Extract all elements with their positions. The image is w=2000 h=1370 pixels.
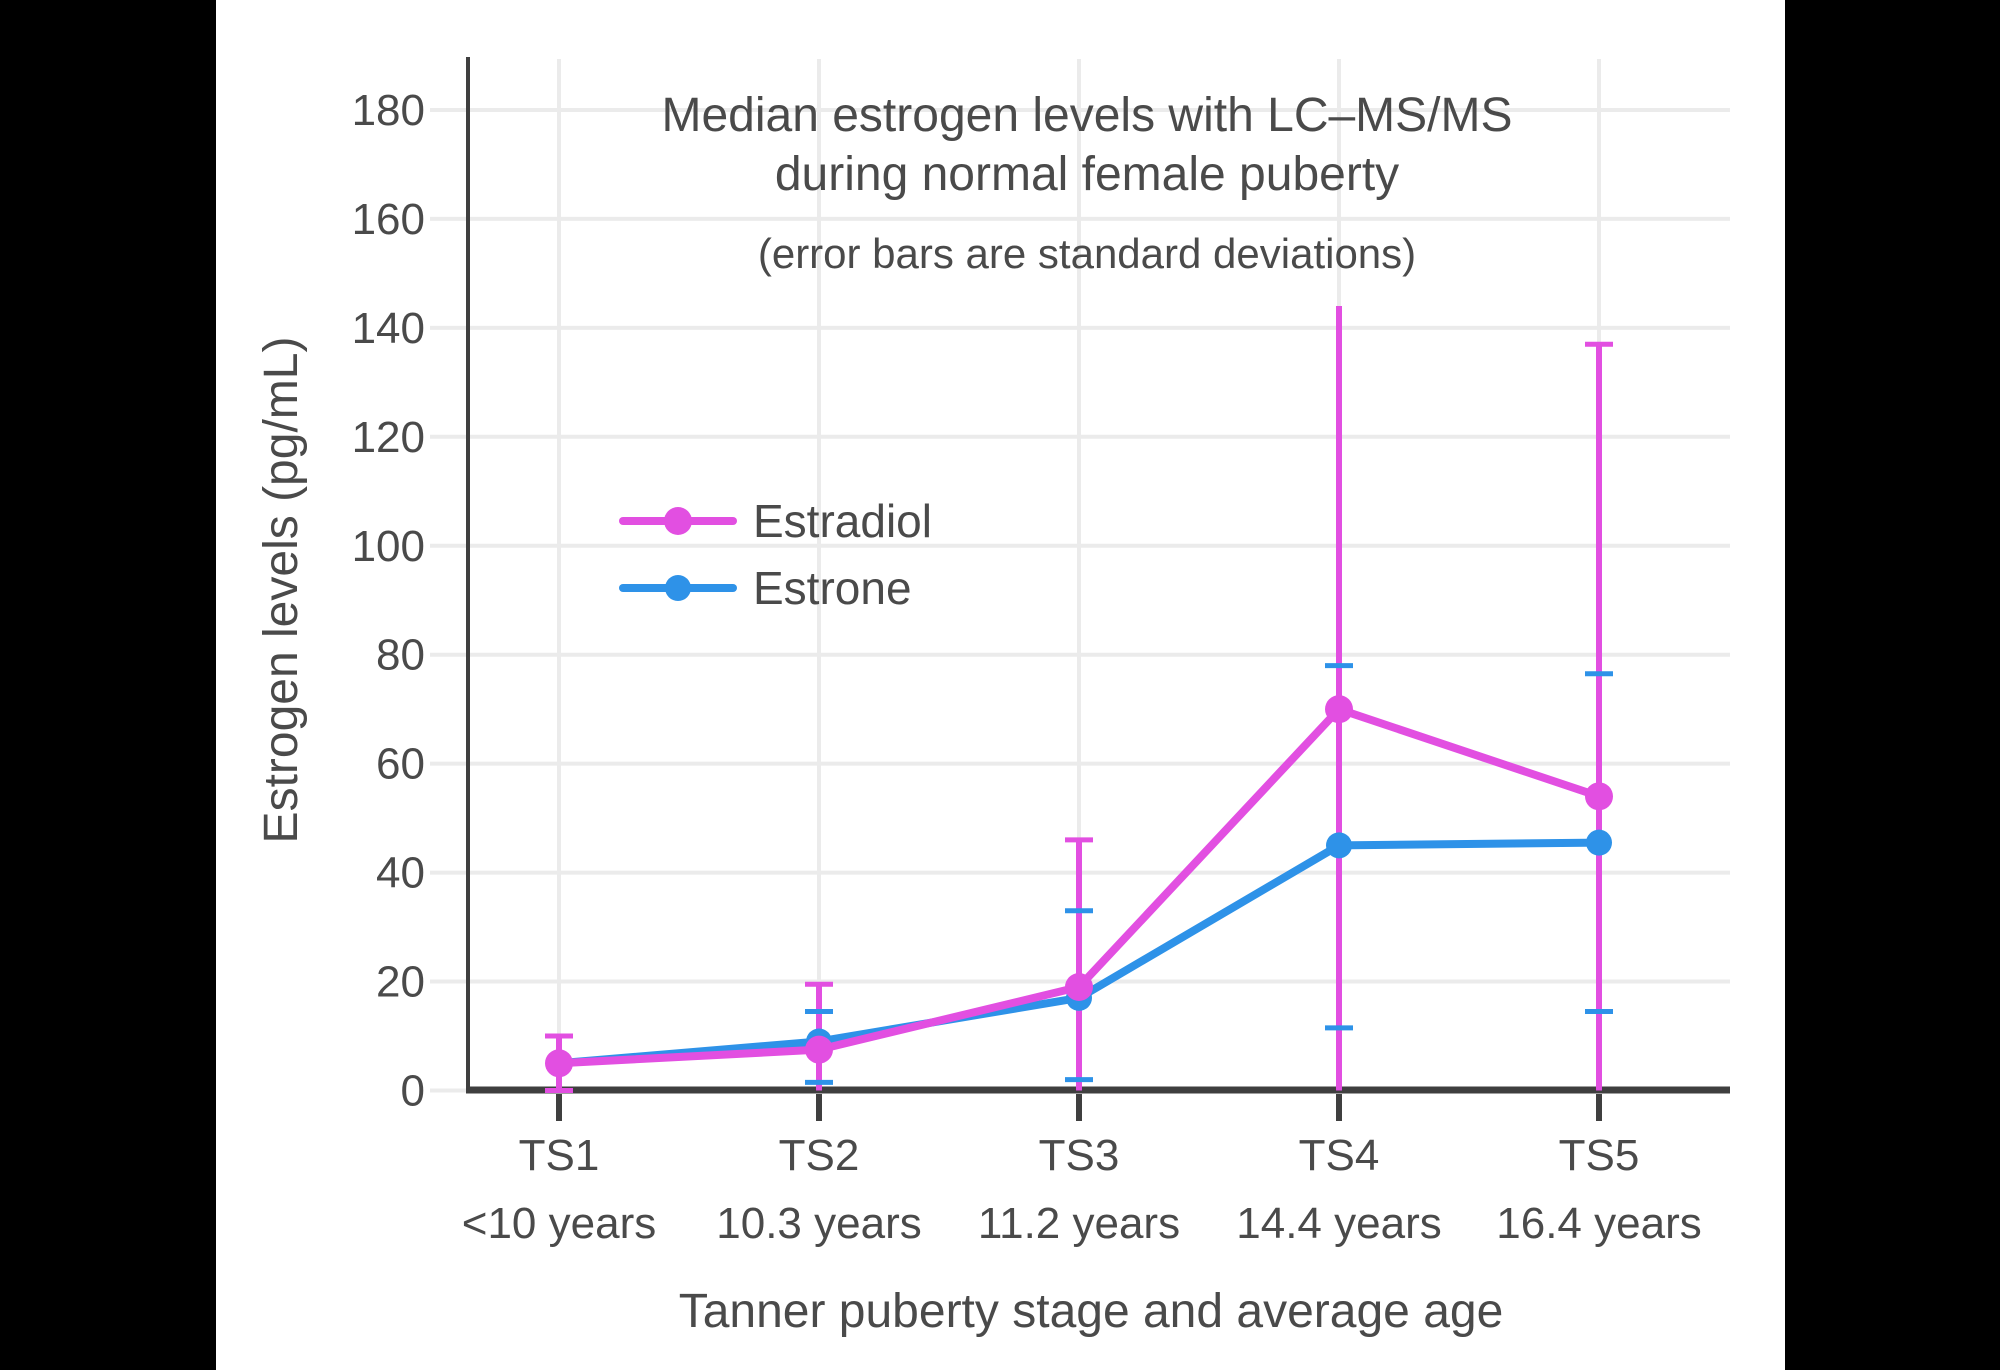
- data-point: [1065, 972, 1093, 1001]
- estrogen-line-chart: 0 20 40 60 80 100 120 140 160 180 TS1 <10 years TS2 1…: [255, 57, 1730, 1338]
- data-point: [1326, 832, 1352, 859]
- data-point: [805, 1035, 833, 1064]
- y-tick-label: 180: [352, 86, 425, 135]
- legend-sample-marker: [664, 507, 692, 535]
- x-tick-label-age: 10.3 years: [716, 1199, 921, 1248]
- x-tick-label-age: 11.2 years: [978, 1199, 1180, 1248]
- y-tick-label: 100: [352, 522, 425, 571]
- data-point: [1586, 829, 1612, 856]
- estradiol-series: [545, 695, 1613, 1078]
- y-tick-label: 80: [376, 631, 425, 680]
- x-tick-label-stage: TS2: [779, 1131, 860, 1180]
- x-axis-labels: TS1 <10 years TS2 10.3 years TS3 11.2 years TS…: [462, 1131, 1702, 1248]
- x-tick-label-stage: TS5: [1559, 1131, 1640, 1180]
- x-tick-label-age: 14.4 years: [1236, 1199, 1441, 1248]
- y-tick-labels: 0 20 40 60 80 100 120 140 160 180: [352, 86, 425, 1116]
- x-tick-marks: [556, 1094, 1602, 1121]
- chart-title-line2: during normal female puberty: [775, 148, 1399, 201]
- y-tick-label: 160: [352, 195, 425, 244]
- x-tick-label-age: 16.4 years: [1496, 1199, 1701, 1248]
- chart-panel: 0 20 40 60 80 100 120 140 160 180 TS1 <10 years TS2 1…: [216, 0, 1785, 1370]
- x-tick-label-stage: TS4: [1299, 1131, 1380, 1180]
- x-tick-label-age: <10 years: [462, 1199, 656, 1248]
- data-point: [1585, 782, 1613, 811]
- y-tick-label: 0: [401, 1067, 425, 1116]
- y-tick-label: 20: [376, 958, 425, 1007]
- legend-label-estradiol: Estradiol: [753, 495, 932, 547]
- x-tick-label-stage: TS3: [1039, 1131, 1120, 1180]
- chart-subtitle: (error bars are standard deviations): [758, 230, 1416, 277]
- chart-title-line1: Median estrogen levels with LC–MS/MS: [661, 89, 1512, 142]
- axes: [466, 57, 1730, 1094]
- y-axis-title: Estrogen levels (pg/mL): [255, 337, 308, 844]
- legend-samples: [619, 507, 737, 601]
- legend-label-estrone: Estrone: [753, 562, 912, 614]
- y-tick-label: 60: [376, 740, 425, 789]
- y-tick-label: 140: [352, 304, 425, 353]
- estrone-error-caps: [805, 663, 1613, 1085]
- data-point: [1325, 695, 1353, 724]
- y-tick-label: 120: [352, 413, 425, 462]
- estradiol-error-caps: [545, 341, 1613, 1093]
- y-tick-label: 40: [376, 849, 425, 898]
- legend-sample-marker: [665, 575, 691, 601]
- data-point: [545, 1049, 573, 1078]
- x-tick-label-stage: TS1: [519, 1131, 600, 1180]
- x-axis-title: Tanner puberty stage and average age: [679, 1285, 1504, 1338]
- legend: Estradiol Estrone: [619, 495, 932, 614]
- plot-area: 0 20 40 60 80 100 120 140 160 180 TS1 <10 years TS2 1…: [352, 57, 1730, 1248]
